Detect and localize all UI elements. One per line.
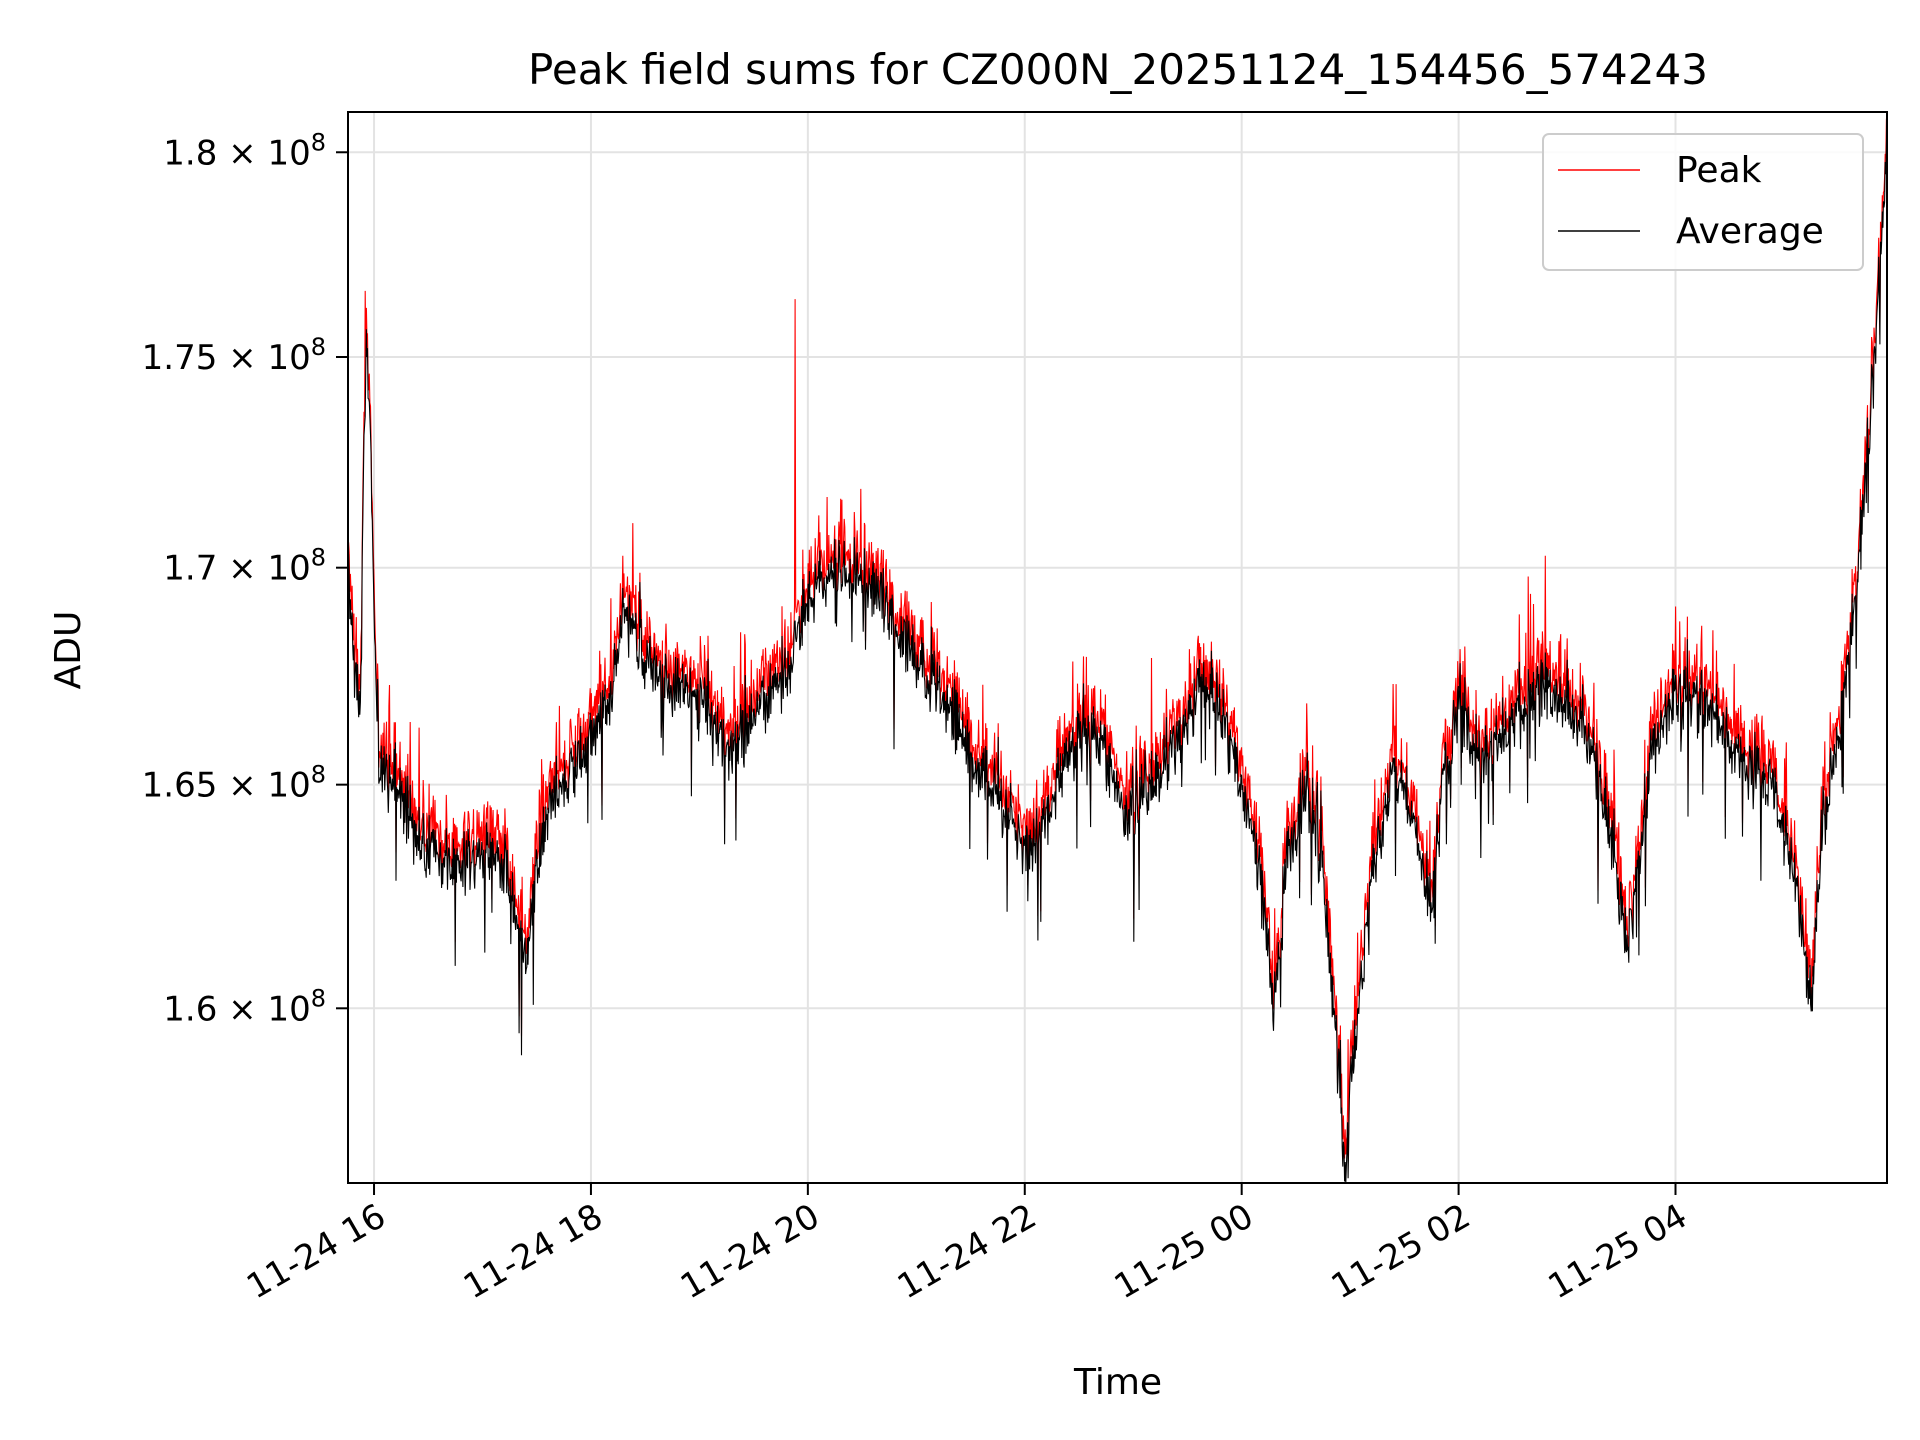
- y-tick-times: × 10: [217, 549, 310, 589]
- y-tick-label: 1.75 × 108: [142, 333, 326, 378]
- y-axis-label: ADU: [48, 611, 89, 690]
- y-tick-exponent: 8: [311, 333, 326, 361]
- legend-average-label: Average: [1676, 211, 1824, 252]
- y-tick-exponent: 8: [311, 544, 326, 572]
- grid: [348, 112, 1887, 1183]
- plot-frame: [347, 111, 1888, 1184]
- y-tick-mantissa: 1.7: [163, 549, 217, 589]
- series-layer: [347, 111, 1888, 1184]
- y-tick-label: 1.65 × 108: [142, 761, 326, 806]
- y-tick-exponent: 8: [311, 984, 326, 1012]
- legend: Peak Average: [1542, 133, 1864, 271]
- y-tick-times: × 10: [217, 338, 310, 378]
- y-tick-times: × 10: [217, 766, 310, 806]
- y-tick-times: × 10: [217, 133, 310, 173]
- y-tick-label: 1.6 × 108: [163, 984, 326, 1029]
- y-tick-label: 1.8 × 108: [163, 128, 326, 173]
- series-peak-line: [347, 111, 1888, 1159]
- x-axis-label: Time: [1073, 1362, 1162, 1403]
- legend-frame: [1542, 133, 1864, 271]
- chart-title: Peak field sums for CZ000N_20251124_1544…: [528, 45, 1708, 94]
- y-tick-times: × 10: [217, 989, 310, 1029]
- y-tick-mantissa: 1.8: [163, 133, 217, 173]
- legend-peak-label: Peak: [1676, 150, 1762, 191]
- y-tick-mantissa: 1.6: [163, 989, 217, 1029]
- y-tick-mantissa: 1.65: [142, 766, 218, 806]
- y-tick-label: 1.7 × 108: [163, 544, 326, 589]
- y-tick-exponent: 8: [311, 128, 326, 156]
- series-average-line: [347, 111, 1888, 1184]
- y-tick-mantissa: 1.75: [142, 338, 218, 378]
- y-tick-exponent: 8: [311, 761, 326, 789]
